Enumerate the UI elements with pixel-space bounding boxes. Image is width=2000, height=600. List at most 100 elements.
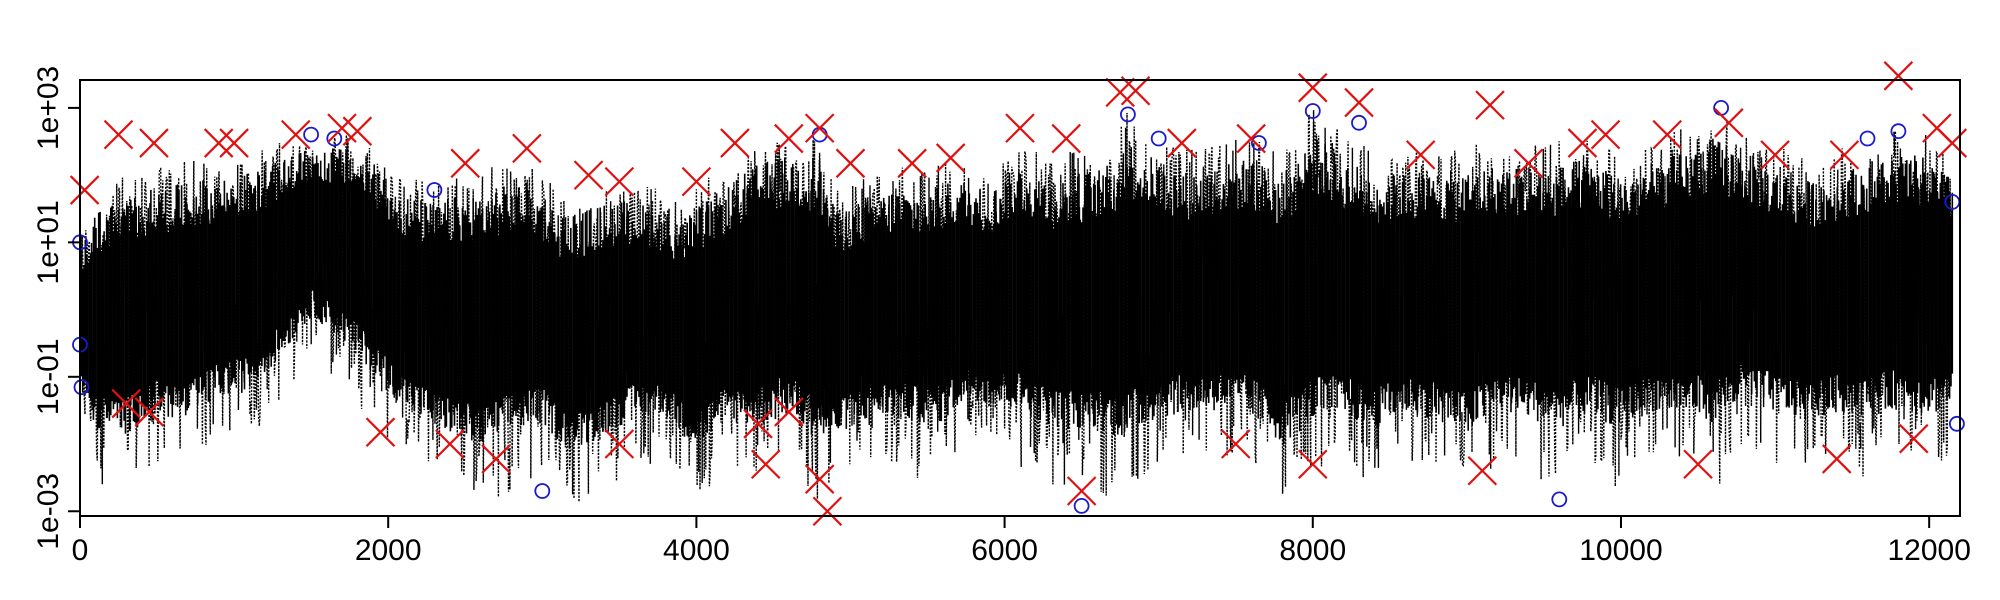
x-point-stroke: [1051, 123, 1082, 154]
x-point: [1236, 123, 1266, 154]
y-tick-label: 1e-01: [32, 338, 65, 415]
x-point: [1120, 75, 1151, 106]
circle-point: [1351, 114, 1367, 131]
x-point-stroke: [111, 388, 142, 419]
x-point: [835, 148, 866, 179]
x-point: [1937, 128, 1968, 158]
x-point-stroke: [750, 449, 781, 480]
x-point-stroke: [1236, 123, 1266, 154]
x-point-stroke: [69, 175, 100, 205]
x-point: [897, 148, 927, 179]
x-point-stroke: [1066, 476, 1097, 506]
x-point: [573, 160, 604, 190]
x-point-stroke: [280, 119, 311, 150]
x-point-stroke: [897, 148, 927, 179]
x-tick-label: 0: [72, 534, 89, 567]
x-point-stroke: [450, 148, 481, 179]
x-point-stroke: [1475, 90, 1505, 120]
x-point-stroke: [1821, 444, 1852, 474]
x-point: [1760, 140, 1790, 170]
x-point-stroke: [1105, 77, 1135, 108]
x-point: [1475, 90, 1505, 120]
circle-point: [1859, 130, 1876, 147]
x-point-stroke: [1120, 75, 1151, 106]
x-point: [743, 409, 773, 439]
x-point-stroke: [1652, 119, 1682, 150]
x-point: [681, 166, 712, 197]
x-point: [1652, 119, 1682, 150]
x-point: [812, 496, 843, 527]
x-point-stroke: [1883, 61, 1914, 91]
x-point-stroke: [835, 148, 866, 179]
series-layer: [80, 110, 1954, 502]
circle-point: [1890, 123, 1907, 140]
x-point: [720, 128, 750, 158]
x-point: [804, 464, 835, 494]
x-point: [604, 166, 635, 197]
circle-point: [426, 182, 443, 198]
x-point-stroke: [512, 133, 542, 164]
x-point: [111, 388, 142, 419]
y-tick-label: 1e+01: [32, 200, 65, 284]
x-point-stroke: [804, 113, 835, 143]
circle-point: [303, 126, 320, 143]
x-point: [1898, 423, 1929, 454]
x-point-stroke: [604, 429, 635, 459]
x-point: [1298, 72, 1328, 103]
x-point-stroke: [1405, 140, 1436, 170]
x-point-stroke: [1683, 449, 1713, 480]
x-point-stroke: [573, 160, 604, 190]
circle-point: [534, 483, 551, 499]
x-point-stroke: [1298, 449, 1328, 480]
x-point-stroke: [774, 397, 804, 427]
x-point: [1567, 128, 1598, 158]
x-point: [1821, 444, 1852, 474]
x-point-stroke: [804, 464, 835, 494]
x-point: [342, 116, 373, 146]
x-tick-label: 4000: [663, 534, 730, 567]
circle-point: [1251, 135, 1267, 151]
x-point: [935, 143, 966, 173]
x-point-stroke: [134, 397, 165, 427]
x-tick-label: 12000: [1887, 534, 1970, 567]
x-tick-label: 8000: [1279, 534, 1346, 567]
x-point-stroke: [743, 409, 773, 439]
x-point: [280, 119, 311, 150]
x-point: [1513, 148, 1544, 179]
x-point: [774, 397, 804, 427]
x-point-stroke: [365, 417, 396, 447]
x-point: [1105, 77, 1135, 108]
circle-point: [1150, 130, 1167, 147]
circle-point: [1120, 106, 1136, 123]
x-point: [1829, 140, 1860, 170]
x-point-stroke: [219, 128, 249, 158]
x-point-stroke: [774, 123, 804, 154]
x-tick-label: 10000: [1579, 534, 1662, 567]
x-point: [1344, 87, 1374, 118]
x-point: [1467, 456, 1498, 486]
x-point-stroke: [1005, 113, 1035, 143]
x-point: [1005, 113, 1035, 143]
circle-point: [1949, 415, 1965, 432]
x-tick-label: 6000: [971, 534, 1038, 567]
circle-point: [1551, 491, 1568, 508]
x-point: [103, 119, 134, 150]
x-point-stroke: [1167, 128, 1197, 158]
x-point: [1220, 429, 1251, 459]
circle-point: [73, 379, 90, 396]
x-point-stroke: [139, 128, 169, 158]
x-point-stroke: [327, 113, 357, 143]
x-point-stroke: [1714, 108, 1744, 138]
x-point-stroke: [103, 119, 134, 150]
x-point: [69, 175, 100, 205]
x-point-stroke: [812, 496, 843, 527]
x-point-stroke: [1467, 456, 1498, 486]
circle-point: [1713, 100, 1729, 116]
x-point: [134, 397, 165, 427]
x-point: [1683, 449, 1713, 480]
x-point-stroke: [1898, 423, 1929, 454]
x-tick-label: 2000: [355, 534, 422, 567]
x-point: [450, 148, 481, 179]
x-point-stroke: [1344, 87, 1374, 118]
